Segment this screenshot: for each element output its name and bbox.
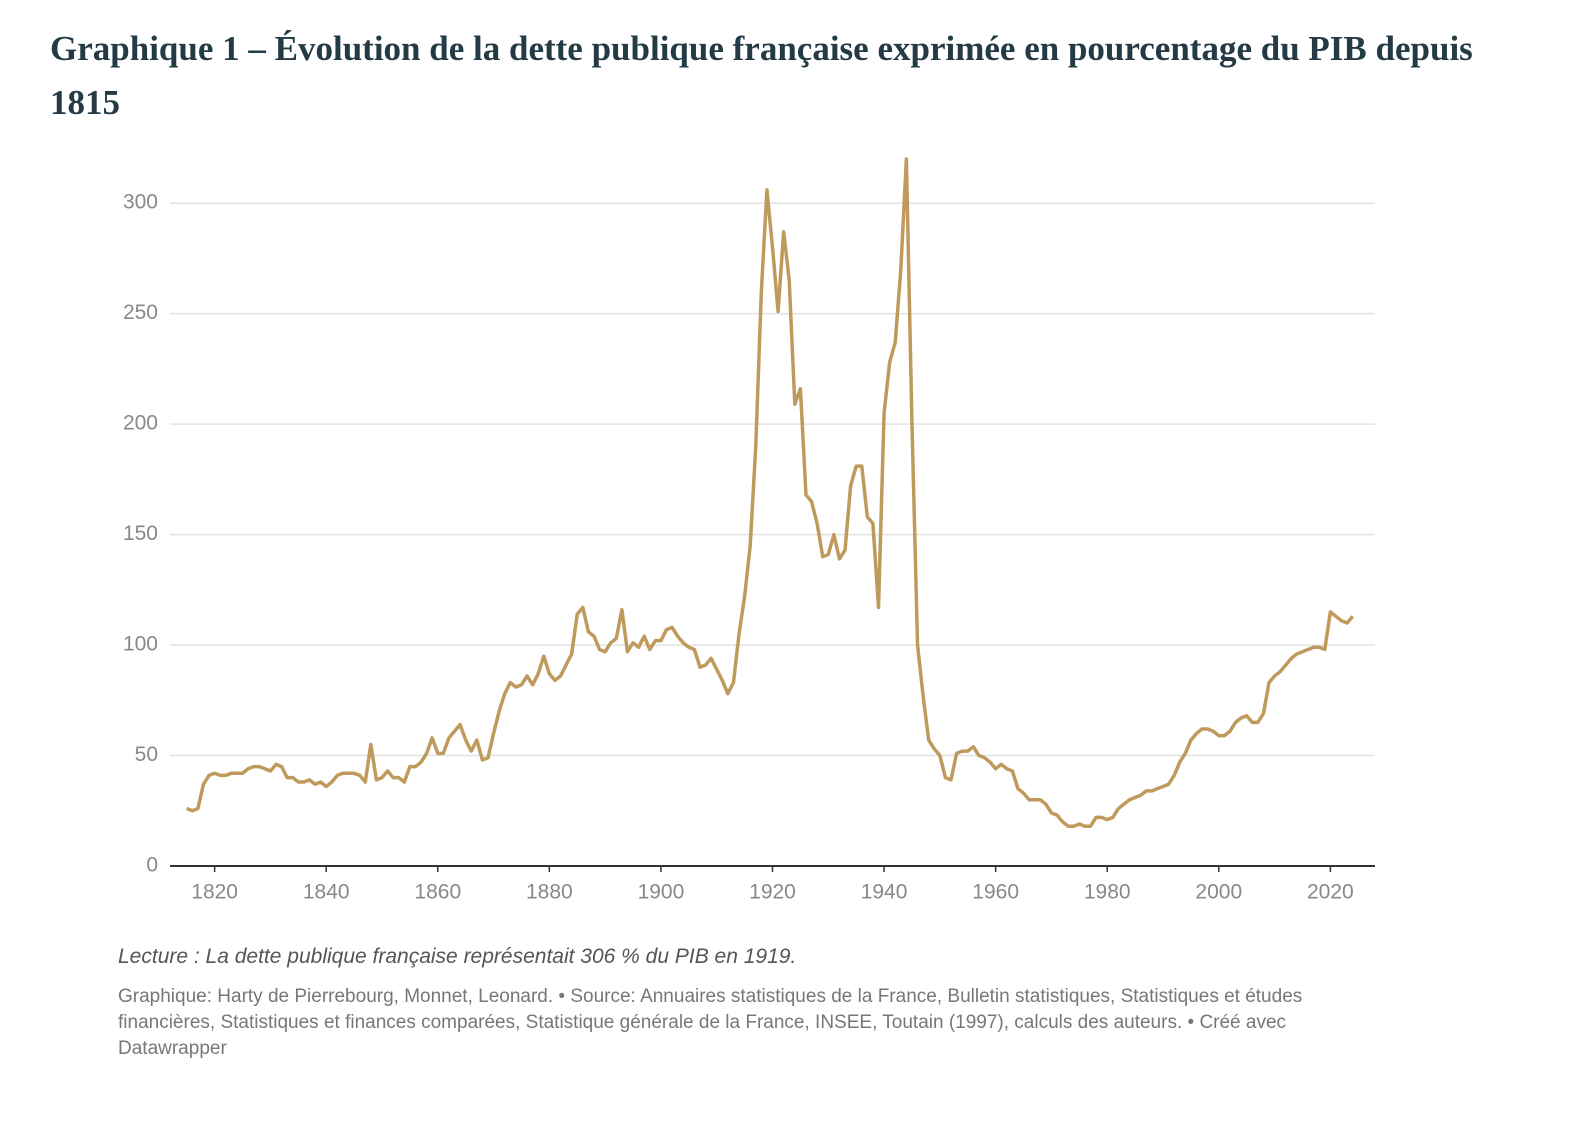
y-tick-label: 200 <box>123 412 158 435</box>
x-tick-label: 1860 <box>414 881 461 904</box>
y-tick-label: 0 <box>146 854 158 877</box>
x-tick-label: 1900 <box>638 881 685 904</box>
x-tick-label: 2000 <box>1195 881 1242 904</box>
y-tick-label: 150 <box>123 522 158 545</box>
x-tick-label: 1840 <box>303 881 350 904</box>
x-tick-label: 1880 <box>526 881 573 904</box>
y-tick-label: 250 <box>123 301 158 324</box>
note: Lecture : La dette publique française re… <box>118 945 797 968</box>
y-tick-label: 50 <box>135 743 158 766</box>
x-tick-label: 1920 <box>749 881 796 904</box>
chart-title: Graphique 1 – Évolution de la dette publ… <box>50 29 1473 122</box>
data-line <box>186 157 1355 828</box>
x-tick-label: 2020 <box>1307 881 1354 904</box>
source: Graphique: Harty de Pierrebourg, Monnet,… <box>118 986 1303 1059</box>
x-tick-label: 1980 <box>1084 881 1131 904</box>
x-tick-label: 1940 <box>861 881 908 904</box>
y-tick-label: 100 <box>123 633 158 656</box>
y-tick-label: 300 <box>123 191 158 214</box>
x-tick-label: 1960 <box>972 881 1019 904</box>
x-tick-label: 1820 <box>191 881 238 904</box>
